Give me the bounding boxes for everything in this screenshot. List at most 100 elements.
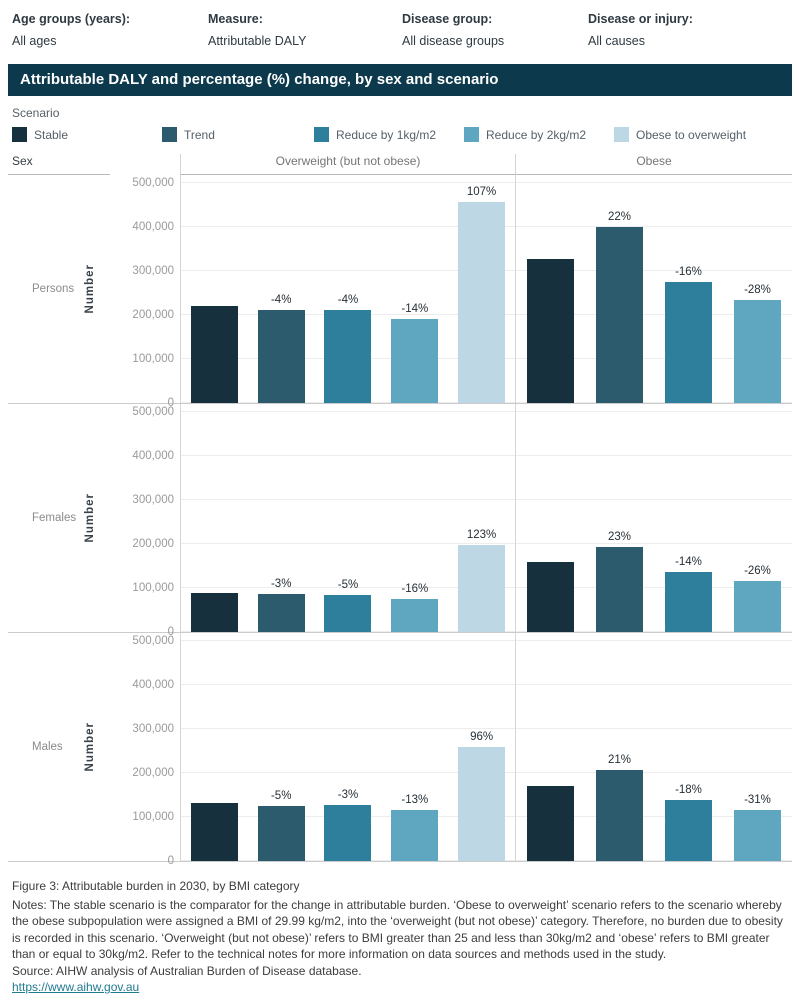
bar-slot: -31%: [723, 641, 792, 861]
sex-column-header: Sex: [8, 154, 110, 175]
bar-slot: -5%: [315, 412, 382, 632]
bar-slot: -16%: [654, 183, 723, 403]
pct-change-label: -3%: [270, 578, 292, 590]
pct-change-label: -14%: [401, 303, 429, 315]
legend-item-obese-to-overweight[interactable]: Obese to overweight: [614, 127, 792, 142]
filter-label: Measure:: [208, 12, 263, 26]
row-sex-label: Persons: [32, 283, 75, 295]
bar-stable[interactable]: [527, 259, 574, 403]
notes-text: Notes: The stable scenario is the compar…: [12, 897, 783, 962]
bar-reduce-by-1kg-m2[interactable]: [665, 282, 712, 403]
bar-reduce-by-2kg-m2[interactable]: [391, 319, 439, 403]
panel-obese: 21% -18% -31%: [515, 633, 792, 861]
bar-slot: -14%: [654, 412, 723, 632]
y-tick-label: 400,000: [132, 221, 174, 233]
scenario-legend: Scenario Stable Trend Reduce by 1kg/m2 R…: [8, 106, 792, 142]
pct-change-label: 96%: [470, 731, 494, 743]
bar-trend[interactable]: [257, 310, 305, 403]
bar-reduce-by-2kg-m2[interactable]: [391, 599, 439, 632]
bar-slot: [516, 183, 585, 403]
y-axis-ticks: 500,000 400,000 300,000 200,000 100,000 0: [110, 404, 180, 638]
y-tick-label: 500,000: [132, 635, 174, 647]
bar-reduce-by-1kg-m2[interactable]: [324, 310, 372, 403]
pct-change-label: -16%: [401, 583, 429, 595]
y-tick-label: 200,000: [132, 538, 174, 550]
y-tick-label: 0: [167, 855, 174, 867]
filter-value: All disease groups: [402, 34, 505, 48]
column-header-overweight: Overweight (but not obese): [180, 154, 515, 175]
y-tick-label: 0: [167, 626, 174, 638]
bar-trend[interactable]: [596, 227, 643, 403]
figure-caption: Figure 3: Attributable burden in 2030, b…: [12, 879, 300, 893]
aihw-link[interactable]: https://www.aihw.gov.au: [12, 980, 140, 994]
legend-label: Reduce by 2kg/m2: [486, 127, 587, 142]
pct-change-label: -16%: [675, 266, 702, 278]
filter-bar: Age groups (years): All ages Measure: At…: [8, 8, 792, 58]
chart-title-bar: Attributable DALY and percentage (%) cha…: [8, 64, 792, 96]
bar-trend[interactable]: [257, 594, 305, 632]
legend-item-trend[interactable]: Trend: [162, 127, 314, 142]
bar-reduce-by-1kg-m2[interactable]: [665, 800, 712, 861]
bar-reduce-by-2kg-m2[interactable]: [391, 810, 439, 861]
bar-reduce-by-1kg-m2[interactable]: [665, 572, 712, 632]
pct-change-label: -31%: [744, 794, 771, 806]
bar-stable[interactable]: [190, 593, 238, 632]
pct-change-label: -4%: [270, 294, 292, 306]
legend-swatch-trend: [162, 127, 177, 142]
bar-slot: -4%: [315, 183, 382, 403]
bar-slot: [516, 412, 585, 632]
y-tick-label: 500,000: [132, 406, 174, 418]
bar-obese-to-overweight[interactable]: [458, 202, 506, 403]
bar-trend[interactable]: [596, 547, 643, 632]
bar-slot: -18%: [654, 641, 723, 861]
legend-label: Obese to overweight: [636, 127, 747, 142]
bar-slot: [181, 641, 248, 861]
bar-slot: 23%: [585, 412, 654, 632]
bar-trend[interactable]: [596, 770, 643, 861]
bar-slot: 22%: [585, 183, 654, 403]
pct-change-label: -4%: [337, 294, 359, 306]
bar-obese-to-overweight[interactable]: [458, 747, 506, 861]
bars-group: -4% -4% -14% 107%: [181, 183, 515, 403]
bar-stable[interactable]: [527, 786, 574, 861]
legend-label: Reduce by 1kg/m2: [336, 127, 437, 142]
filter-disease-or-injury: Disease or injury: All causes: [588, 12, 792, 48]
filter-disease-group: Disease group: All disease groups: [402, 12, 588, 48]
filter-label: Disease or injury:: [588, 12, 693, 26]
bar-slot: 21%: [585, 641, 654, 861]
legend-item-stable[interactable]: Stable: [12, 127, 162, 142]
header-spacer: [110, 154, 180, 175]
bar-slot: 107%: [448, 183, 515, 403]
y-axis-title: Number: [84, 264, 96, 314]
bar-slot: -26%: [723, 412, 792, 632]
bar-trend[interactable]: [257, 806, 305, 861]
bar-reduce-by-1kg-m2[interactable]: [324, 805, 372, 861]
bar-slot: [516, 641, 585, 861]
filter-label: Disease group:: [402, 12, 493, 26]
bar-reduce-by-2kg-m2[interactable]: [734, 300, 781, 403]
pct-change-label: -14%: [675, 556, 702, 568]
pct-change-label: 107%: [466, 186, 497, 198]
filter-age-groups: Age groups (years): All ages: [12, 12, 208, 48]
bar-slot: -4%: [248, 183, 315, 403]
y-axis-title: Number: [84, 493, 96, 543]
bar-obese-to-overweight[interactable]: [458, 545, 506, 632]
y-tick-label: 300,000: [132, 265, 174, 277]
bar-stable[interactable]: [190, 803, 238, 861]
bar-slot: -28%: [723, 183, 792, 403]
legend-item-reduce-2kg[interactable]: Reduce by 2kg/m2: [464, 127, 614, 142]
panel-overweight: -4% -4% -14% 107%: [180, 175, 515, 403]
panel-obese: 22% -16% -28%: [515, 175, 792, 403]
bar-reduce-by-2kg-m2[interactable]: [734, 581, 781, 632]
bar-reduce-by-1kg-m2[interactable]: [324, 595, 372, 632]
y-tick-label: 300,000: [132, 723, 174, 735]
y-tick-label: 100,000: [132, 353, 174, 365]
bars-group: 21% -18% -31%: [516, 641, 792, 861]
bar-stable[interactable]: [190, 306, 238, 403]
bar-slot: -3%: [248, 412, 315, 632]
bar-stable[interactable]: [527, 562, 574, 632]
bar-slot: [181, 183, 248, 403]
legend-item-reduce-1kg[interactable]: Reduce by 1kg/m2: [314, 127, 464, 142]
y-tick-label: 500,000: [132, 177, 174, 189]
bar-reduce-by-2kg-m2[interactable]: [734, 810, 781, 861]
